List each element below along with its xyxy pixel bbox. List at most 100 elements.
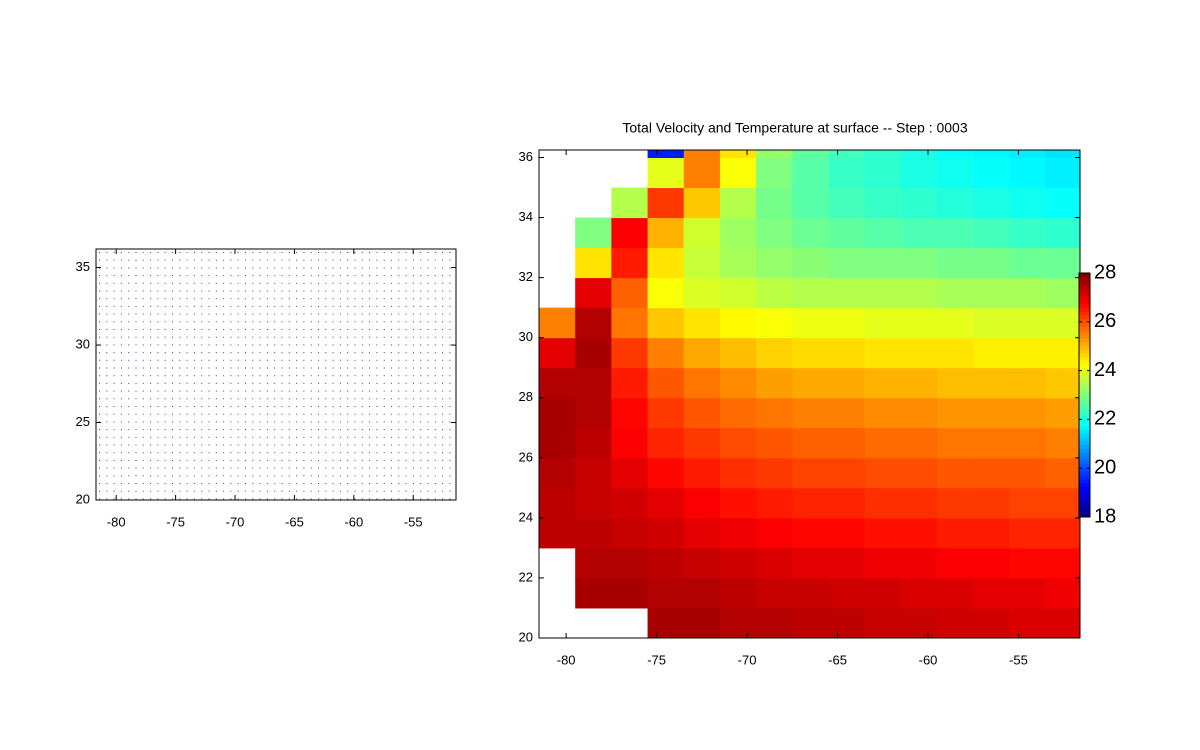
heat-cell xyxy=(792,157,829,189)
colorbar-swatch xyxy=(1079,326,1090,331)
colorbar-swatch xyxy=(1079,463,1090,468)
heat-cell xyxy=(575,517,612,549)
heat-cell xyxy=(900,427,938,459)
heat-cell xyxy=(1009,247,1047,279)
heat-cell xyxy=(1045,367,1080,399)
colorbar-swatch xyxy=(1079,459,1090,465)
heat-cell xyxy=(973,607,1010,638)
heat-cell xyxy=(647,307,685,339)
x-tick-label: -60 xyxy=(919,652,938,667)
heat-cell xyxy=(900,547,938,579)
heat-cell xyxy=(719,427,757,459)
heat-cell xyxy=(647,247,685,279)
heat-cell xyxy=(719,307,757,339)
heat-cell xyxy=(828,367,866,399)
heat-cell xyxy=(647,277,685,309)
heat-cell xyxy=(756,157,793,189)
heat-cell xyxy=(647,217,685,249)
colorbar-swatch xyxy=(1079,334,1090,339)
heat-cell xyxy=(900,247,938,279)
heat-cell xyxy=(973,307,1010,339)
heat-cell xyxy=(828,547,866,579)
heat-cell xyxy=(611,247,649,279)
heat-cell xyxy=(719,607,757,638)
colorbar-swatch xyxy=(1079,482,1090,487)
x-tick-label: -75 xyxy=(647,652,666,667)
heat-cell xyxy=(864,367,902,399)
heat-cell xyxy=(828,277,866,309)
colorbar-swatch xyxy=(1079,440,1090,446)
x-tick-label: -60 xyxy=(344,514,363,529)
heat-cell xyxy=(937,577,974,609)
heat-cell xyxy=(828,607,866,638)
heat-cell xyxy=(647,397,685,429)
heat-cell xyxy=(937,487,974,519)
heat-cell xyxy=(973,187,1010,219)
colorbar-swatch xyxy=(1079,436,1090,442)
heat-cell xyxy=(864,157,902,189)
heat-cell xyxy=(719,457,757,489)
heat-cell xyxy=(1045,337,1080,369)
heat-cell xyxy=(973,517,1010,549)
heat-cell xyxy=(539,457,576,489)
colorbar-swatch xyxy=(1079,307,1090,312)
heat-cell xyxy=(539,397,576,429)
heat-cell xyxy=(719,277,757,309)
heat-cell xyxy=(611,277,649,309)
colorbar-swatch xyxy=(1079,494,1090,499)
heat-cell xyxy=(1009,487,1047,519)
heat-cell xyxy=(937,457,974,489)
heat-cell xyxy=(864,150,902,159)
x-tick-label: -80 xyxy=(557,652,576,667)
heat-cell xyxy=(1009,547,1047,579)
heat-cell xyxy=(864,427,902,459)
colorbar-swatch xyxy=(1079,475,1090,480)
heat-cell xyxy=(611,577,649,609)
heat-cell xyxy=(647,607,685,638)
x-tick-label: -65 xyxy=(285,514,304,529)
heat-cell xyxy=(1045,457,1080,489)
heat-cell xyxy=(792,577,829,609)
heat-cell xyxy=(719,397,757,429)
colorbar-label: 24 xyxy=(1094,359,1116,381)
y-tick-label: 25 xyxy=(76,414,90,429)
heat-cell xyxy=(900,187,938,219)
heat-cell xyxy=(719,487,757,519)
heat-cell xyxy=(575,547,612,579)
y-tick-label: 30 xyxy=(76,336,90,351)
heat-cell xyxy=(1045,607,1080,638)
heat-cell xyxy=(611,307,649,339)
x-tick-label: -70 xyxy=(738,652,757,667)
heat-cell xyxy=(611,187,649,219)
x-tick-label: -80 xyxy=(107,514,126,529)
heat-cell xyxy=(828,487,866,519)
heat-cell xyxy=(575,247,612,279)
heat-cell xyxy=(1009,457,1047,489)
heat-cell xyxy=(1009,397,1047,429)
heat-cell xyxy=(900,307,938,339)
heat-cell xyxy=(683,307,721,339)
heat-cell xyxy=(683,427,721,459)
heat-cell xyxy=(792,150,829,159)
heat-cell xyxy=(973,547,1010,579)
colorbar-swatch xyxy=(1079,383,1090,388)
heat-cell xyxy=(792,247,829,279)
colorbar-swatch xyxy=(1079,497,1090,503)
heat-cell xyxy=(828,397,866,429)
heat-cell xyxy=(647,367,685,399)
colorbar-swatch xyxy=(1079,513,1090,518)
heat-cell xyxy=(937,187,974,219)
x-tick-label: -75 xyxy=(166,514,185,529)
heat-cell xyxy=(937,150,974,159)
colorbar-swatch xyxy=(1079,349,1090,354)
heat-cell xyxy=(539,517,576,549)
colorbar-swatch xyxy=(1079,505,1090,510)
heat-cell xyxy=(973,577,1010,609)
heat-cell xyxy=(647,457,685,489)
colorbar-swatch xyxy=(1079,444,1090,449)
colorbar-swatch xyxy=(1079,345,1090,350)
heat-cell xyxy=(937,397,974,429)
heat-cell xyxy=(683,187,721,219)
colorbar-swatch xyxy=(1079,471,1090,476)
heat-cell xyxy=(864,487,902,519)
